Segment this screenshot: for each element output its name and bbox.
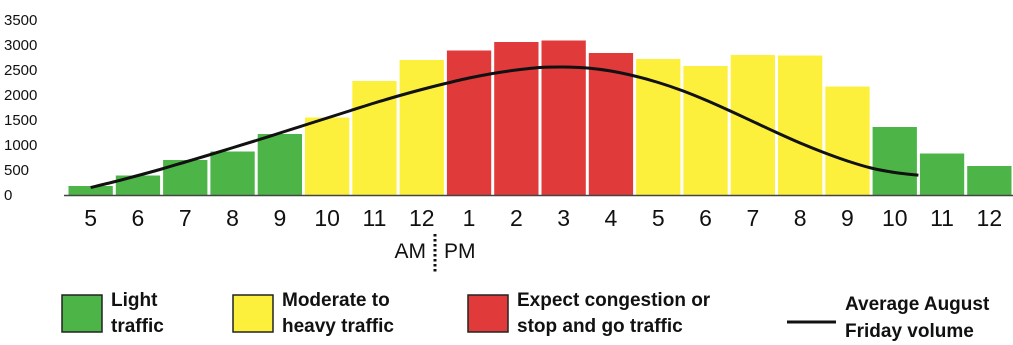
legend-swatch-moderate xyxy=(232,294,274,333)
bar xyxy=(68,186,113,195)
x-tick-label: 4 xyxy=(605,205,618,231)
x-tick-label: 8 xyxy=(226,205,239,231)
bars xyxy=(68,40,1012,195)
bar xyxy=(210,151,255,195)
legend-label-curve: Average August xyxy=(845,294,990,315)
am-label: AM xyxy=(394,240,426,263)
x-tick-label: 6 xyxy=(132,205,145,231)
bar xyxy=(305,117,350,195)
bar xyxy=(919,153,965,195)
bar xyxy=(257,134,302,195)
bar xyxy=(825,86,870,195)
am-pm-divider: AM PM xyxy=(394,234,475,272)
y-tick-label: 500 xyxy=(4,162,29,179)
bar xyxy=(115,175,161,195)
x-tick-label: 10 xyxy=(882,205,908,231)
bar xyxy=(446,50,492,195)
y-tick-label: 1500 xyxy=(4,112,37,129)
bar xyxy=(683,66,728,195)
y-tick-label: 3000 xyxy=(4,37,37,54)
bar xyxy=(541,40,586,195)
bar xyxy=(588,53,634,195)
legend-label-congestion: stop and go traffic xyxy=(517,316,683,337)
x-tick-label: 11 xyxy=(363,205,387,231)
y-tick-label: 1000 xyxy=(4,137,37,154)
legend-label-moderate: heavy traffic xyxy=(282,316,394,337)
x-tick-label: 2 xyxy=(510,205,523,231)
x-tick-label: 8 xyxy=(794,205,807,231)
y-axis-ticks: 3500 3000 2500 2000 1500 1000 500 0 xyxy=(4,12,37,204)
legend-swatch-light xyxy=(61,294,103,333)
x-tick-label: 7 xyxy=(746,205,759,231)
bar xyxy=(778,55,823,195)
legend-label-congestion: Expect congestion or xyxy=(517,290,711,311)
x-tick-label: 6 xyxy=(699,205,712,231)
legend-label-moderate: Moderate to xyxy=(282,290,390,311)
legend-swatch-congestion xyxy=(467,294,509,333)
y-tick-label: 2500 xyxy=(4,62,37,79)
legend-label-light: Light xyxy=(111,290,158,311)
x-tick-label: 9 xyxy=(841,205,854,231)
pm-label: PM xyxy=(444,240,476,263)
legend-label-light: traffic xyxy=(111,316,164,337)
average-volume-curve xyxy=(90,65,919,189)
legend: Light traffic Moderate to heavy traffic Expe… xyxy=(61,290,990,342)
y-tick-label: 0 xyxy=(4,187,12,204)
bar xyxy=(399,60,444,195)
x-tick-label: 5 xyxy=(652,205,665,231)
x-tick-label: 7 xyxy=(179,205,192,231)
x-tick-label: 3 xyxy=(557,205,570,231)
x-tick-label: 1 xyxy=(463,205,476,231)
legend-label-curve: Friday volume xyxy=(845,321,974,342)
y-tick-label: 2000 xyxy=(4,87,37,104)
x-tick-label: 9 xyxy=(273,205,286,231)
y-tick-label: 3500 xyxy=(4,12,37,29)
x-tick-label: 11 xyxy=(930,205,954,231)
bar xyxy=(494,42,539,195)
bar xyxy=(872,127,917,195)
x-tick-label: 5 xyxy=(84,205,97,231)
x-tick-label: 10 xyxy=(314,205,340,231)
bar xyxy=(730,55,775,195)
x-tick-label: 12 xyxy=(409,205,435,231)
bar xyxy=(967,166,1012,195)
x-tick-label: 12 xyxy=(977,205,1003,231)
x-axis-ticks: 5 6 7 8 9 10 11 12 1 2 3 4 5 6 7 8 9 10 11 12 xyxy=(84,205,1002,231)
